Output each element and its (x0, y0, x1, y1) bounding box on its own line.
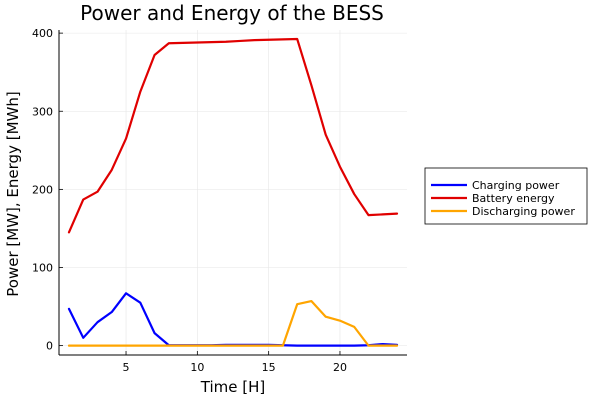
x-tick-label: 15 (262, 361, 276, 374)
y-tick-label: 400 (32, 27, 53, 40)
axes (58, 30, 407, 356)
series-line-discharging-power (67, 299, 399, 347)
legend-label-battery-energy: Battery energy (472, 192, 555, 205)
grid (59, 30, 407, 355)
x-axis-label: Time [H] (200, 378, 265, 396)
series-line-battery-energy (67, 37, 399, 234)
legend-label-discharging-power: Discharging power (472, 205, 575, 218)
y-axis-label: Power [MW], Energy [MWh] (4, 91, 22, 296)
y-tick-label: 0 (46, 340, 53, 353)
y-tick-label: 300 (32, 105, 53, 118)
series-lines (67, 37, 399, 347)
legend: Charging power Battery energy Dischargin… (424, 167, 588, 225)
x-tick-label: 20 (333, 361, 347, 374)
chart-title: Power and Energy of the BESS (80, 1, 384, 25)
x-tick-label: 5 (123, 361, 130, 374)
legend-box (424, 167, 588, 225)
y-tick-label: 100 (32, 262, 53, 275)
x-tick-label: 10 (190, 361, 204, 374)
y-tick-label: 200 (32, 183, 53, 196)
legend-label-charging-power: Charging power (472, 179, 560, 192)
